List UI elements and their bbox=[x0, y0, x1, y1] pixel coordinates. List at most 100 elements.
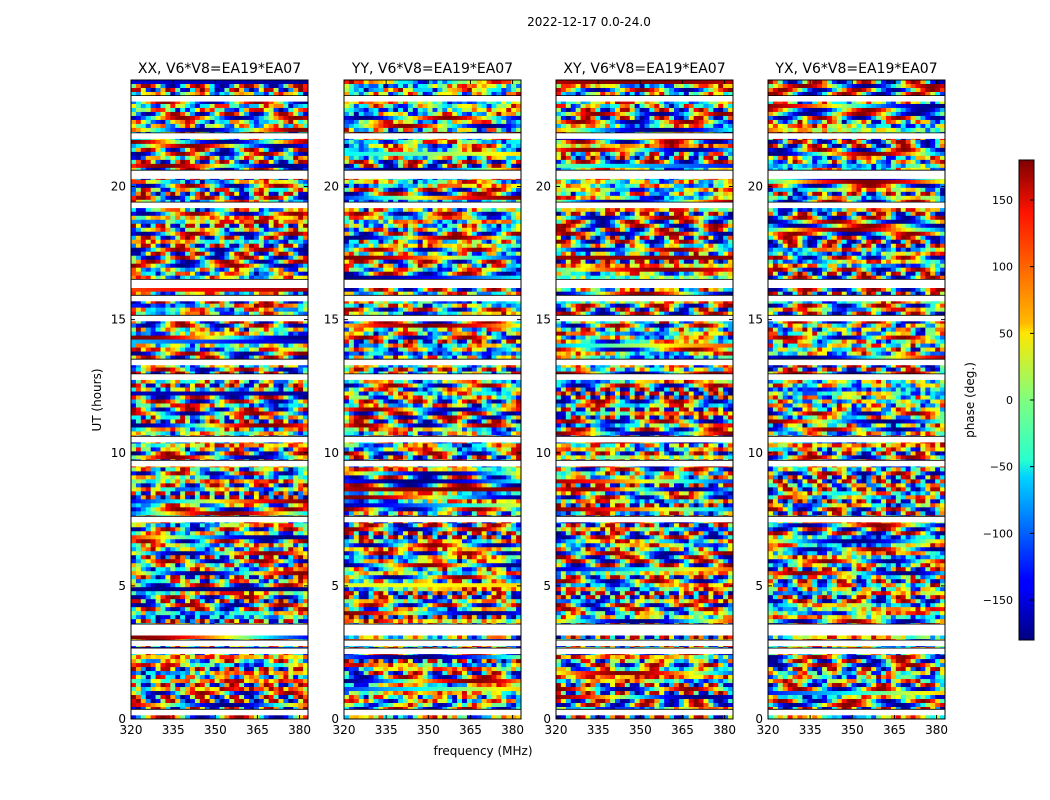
heatmap-cell bbox=[244, 307, 250, 313]
heatmap-cell bbox=[268, 383, 274, 388]
heatmap-cell bbox=[229, 503, 235, 508]
heatmap-cell bbox=[234, 583, 240, 588]
heatmap-cell bbox=[219, 123, 225, 129]
heatmap-cell bbox=[219, 119, 225, 125]
heatmap-cell bbox=[209, 243, 215, 249]
heatmap-cell bbox=[249, 511, 255, 516]
heatmap-cell bbox=[224, 111, 230, 117]
heatmap-cell bbox=[165, 511, 171, 516]
heatmap-cell bbox=[224, 559, 230, 564]
heatmap-cell bbox=[278, 159, 284, 165]
heatmap-cell bbox=[219, 363, 225, 368]
heatmap-cell bbox=[140, 215, 147, 221]
heatmap-cell bbox=[160, 83, 166, 89]
heatmap-cell bbox=[283, 83, 289, 89]
heatmap-cell bbox=[298, 251, 304, 257]
heatmap-cell bbox=[185, 383, 191, 388]
heatmap-cell bbox=[140, 159, 147, 165]
heatmap-cell bbox=[219, 539, 225, 544]
heatmap-cell bbox=[224, 179, 230, 185]
heatmap-cell bbox=[258, 291, 265, 297]
heatmap-cell bbox=[278, 123, 284, 129]
heatmap-cell bbox=[258, 491, 265, 496]
heatmap-cell bbox=[249, 531, 255, 536]
heatmap-cell bbox=[155, 419, 161, 424]
heatmap-cell bbox=[298, 247, 304, 253]
heatmap-cell bbox=[293, 247, 299, 253]
heatmap-cell bbox=[229, 223, 235, 229]
heatmap-cell bbox=[204, 115, 211, 121]
heatmap-cell bbox=[155, 383, 161, 388]
heatmap-cell bbox=[170, 607, 176, 612]
heatmap-cell bbox=[194, 543, 201, 548]
heatmap-cell bbox=[239, 611, 245, 616]
heatmap-cell bbox=[180, 663, 186, 668]
heatmap-cell bbox=[145, 87, 152, 93]
heatmap-cell bbox=[145, 655, 152, 660]
heatmap-cell bbox=[199, 431, 206, 436]
heatmap-cell bbox=[298, 503, 304, 508]
heatmap-cell bbox=[219, 503, 225, 508]
heatmap-cell bbox=[199, 311, 206, 317]
heatmap-cell bbox=[253, 615, 260, 620]
heatmap-cell bbox=[155, 507, 161, 512]
heatmap-cell bbox=[224, 603, 230, 608]
heatmap-cell bbox=[204, 215, 211, 221]
heatmap-cell bbox=[244, 251, 250, 257]
heatmap-cell bbox=[170, 127, 176, 133]
heatmap-cell bbox=[145, 471, 152, 476]
heatmap-cell bbox=[224, 411, 230, 416]
heatmap-cell bbox=[170, 543, 176, 548]
heatmap-cell bbox=[268, 559, 274, 564]
heatmap-cell bbox=[199, 235, 206, 241]
heatmap-cell bbox=[249, 539, 255, 544]
heatmap-cell bbox=[209, 411, 215, 416]
heatmap-cell bbox=[229, 431, 235, 436]
heatmap-cell bbox=[283, 351, 289, 356]
heatmap-cell bbox=[214, 419, 220, 424]
heatmap-cell bbox=[160, 127, 166, 133]
heatmap-cell bbox=[199, 195, 206, 201]
heatmap-cell bbox=[145, 99, 152, 105]
heatmap-cell bbox=[194, 111, 201, 117]
heatmap-cell bbox=[244, 123, 250, 129]
heatmap-cell bbox=[194, 123, 201, 129]
heatmap-cell bbox=[288, 227, 294, 233]
heatmap-cell bbox=[160, 407, 166, 412]
heatmap-cell bbox=[170, 559, 176, 564]
heatmap-cell bbox=[219, 387, 225, 392]
heatmap-cell bbox=[283, 207, 289, 213]
heatmap-cell bbox=[165, 455, 171, 460]
heatmap-cell bbox=[190, 355, 196, 360]
heatmap-cell bbox=[244, 495, 250, 500]
heatmap-cell bbox=[190, 671, 196, 676]
heatmap-cell bbox=[288, 327, 294, 332]
heatmap-cell bbox=[135, 391, 142, 396]
heatmap-cell bbox=[135, 107, 142, 113]
heatmap-cell bbox=[298, 219, 304, 225]
heatmap-cell bbox=[145, 159, 152, 165]
heatmap-cell bbox=[303, 511, 309, 516]
heatmap-cell bbox=[135, 667, 142, 672]
heatmap-cell bbox=[253, 619, 260, 624]
heatmap-cell bbox=[165, 475, 171, 480]
heatmap-cell bbox=[303, 211, 309, 217]
heatmap-cell bbox=[180, 123, 186, 129]
heatmap-cell bbox=[303, 403, 309, 408]
heatmap-cell bbox=[165, 531, 171, 536]
heatmap-cell bbox=[140, 139, 147, 145]
heatmap-cell bbox=[214, 319, 220, 325]
heatmap-cell bbox=[298, 603, 304, 608]
heatmap-cell bbox=[204, 187, 211, 193]
heatmap-cell bbox=[204, 659, 211, 664]
heatmap-cell bbox=[145, 299, 152, 305]
heatmap-cell bbox=[175, 571, 181, 576]
heatmap-cell bbox=[288, 503, 294, 508]
heatmap-cell bbox=[150, 527, 156, 532]
heatmap-cell bbox=[209, 263, 215, 269]
heatmap-cell bbox=[160, 363, 166, 368]
heatmap-cell bbox=[303, 127, 309, 133]
heatmap-cell bbox=[268, 307, 274, 313]
heatmap-cell bbox=[170, 255, 176, 261]
heatmap-cell bbox=[229, 159, 235, 165]
